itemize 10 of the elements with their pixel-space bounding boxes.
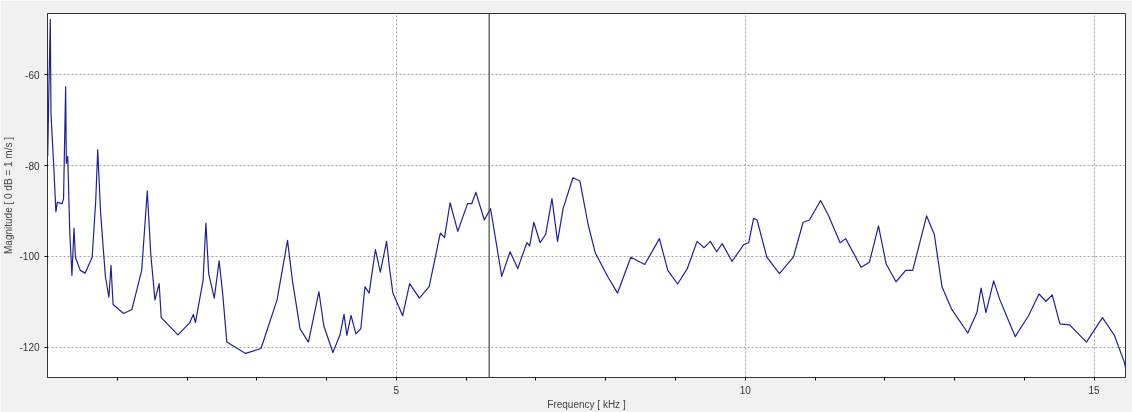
line-series — [47, 18, 1126, 369]
y-tick-label: -60 — [25, 69, 40, 81]
x-tick-label: 15 — [1088, 384, 1101, 396]
y-tick-label: -80 — [25, 160, 40, 172]
x-tick-label: 10 — [739, 384, 752, 396]
y-tick-label: -100 — [19, 251, 40, 263]
x-tick-label: 5 — [393, 384, 400, 396]
y-tick-label: -120 — [19, 342, 40, 354]
y-axis-title: Magnitude [ 0 dB = 1 m/s ] — [3, 136, 15, 254]
x-axis-title: Frequency [ kHz ] — [547, 398, 626, 410]
